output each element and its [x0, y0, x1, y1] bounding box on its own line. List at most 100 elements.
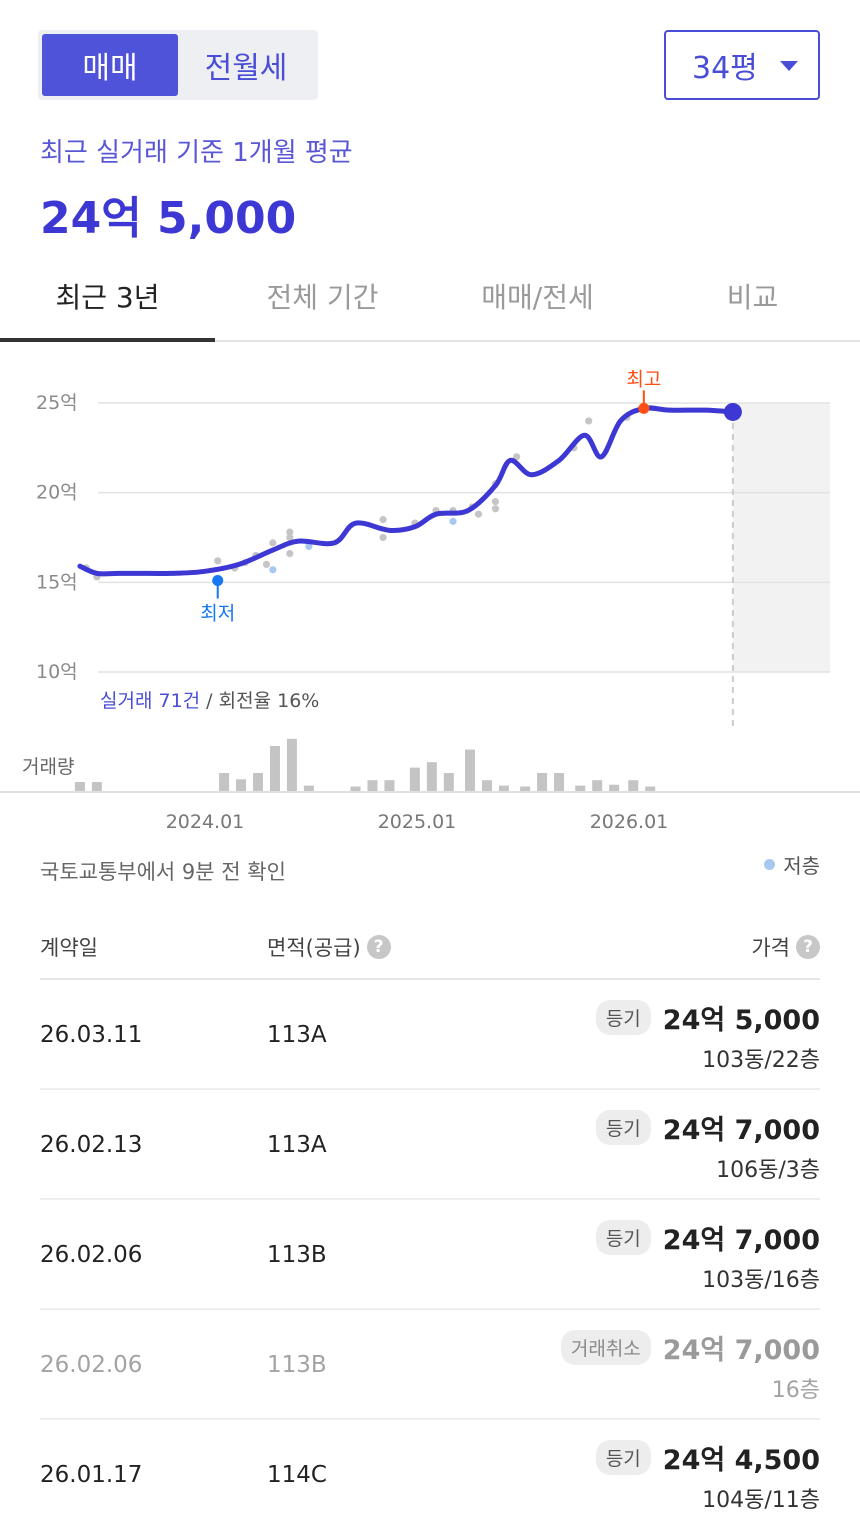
- y-tick-label: 10억: [36, 661, 78, 683]
- volume-bar: [253, 773, 263, 791]
- volume-bar: [481, 780, 492, 791]
- average-price-label: 최근 실거래 기준 1개월 평균: [40, 138, 353, 168]
- average-price-value: 24억 5,000: [40, 193, 297, 244]
- size-dropdown-value: 34평: [692, 51, 758, 86]
- table-row[interactable]: 26.03.11 113A 등기 24억 5,000 103동/22층: [40, 980, 820, 1090]
- trade-type-toggle: 매매 전월세: [38, 30, 318, 100]
- volume-bar: [443, 773, 454, 791]
- volume-bar: [465, 749, 475, 791]
- volume-bar: [498, 785, 509, 791]
- price-chart[interactable]: 25억 20억 15억 10억 최저 최고 2024.01 2025.01 2026.01: [0, 345, 860, 845]
- size-dropdown[interactable]: 34평: [664, 30, 820, 100]
- low-floor-dot-icon: [764, 859, 776, 870]
- volume-bar: [384, 780, 395, 791]
- volume-bar: [575, 785, 586, 791]
- row-price-line: 등기 24억 7,000: [595, 1218, 820, 1257]
- row-price: 24억 7,000: [662, 1335, 820, 1366]
- trade-sale-button[interactable]: 매매: [42, 34, 178, 96]
- deal-point-low-floor: [269, 566, 277, 574]
- row-price: 24억 7,000: [662, 1115, 820, 1146]
- y-tick-label: 25억: [36, 392, 78, 414]
- legend-low-floor-label: 저층: [783, 854, 820, 878]
- question-icon[interactable]: ?: [796, 935, 820, 959]
- price-trend-line: [77, 405, 736, 577]
- deal-point-low-floor: [305, 542, 313, 551]
- min-label: 최저: [200, 603, 235, 625]
- header-price-label: 가격: [751, 936, 790, 960]
- turnover-rate: / 회전율 16%: [200, 690, 320, 712]
- deal-point: [379, 515, 387, 524]
- row-price-line: 등기 24억 5,000: [595, 998, 820, 1037]
- deal-point-low-floor: [449, 517, 457, 525]
- deal-point: [214, 557, 222, 565]
- volume-bar: [592, 780, 603, 791]
- future-area: [732, 403, 830, 672]
- tab-recent-3-years[interactable]: 최근 3년: [0, 252, 215, 342]
- min-point: [212, 575, 224, 587]
- cancelled-badge: 거래취소: [560, 1330, 651, 1365]
- deal-point: [585, 417, 593, 425]
- header-contract-date: 계약일: [40, 932, 98, 962]
- row-floor: 16층: [771, 1378, 820, 1403]
- volume-bar: [628, 780, 639, 791]
- registration-badge: 등기: [595, 1220, 651, 1255]
- row-floor: 103동/16층: [702, 1268, 820, 1293]
- row-price-line: 거래취소 24억 7,000: [560, 1328, 820, 1367]
- y-tick-label: 15억: [36, 571, 78, 593]
- deal-point: [286, 550, 294, 558]
- current-point: [723, 402, 742, 421]
- row-price: 24억 4,500: [662, 1445, 820, 1476]
- row-area: 113B: [267, 1242, 327, 1268]
- row-date: 26.02.06: [40, 1242, 143, 1268]
- header-price: 가격?: [751, 932, 820, 962]
- x-tick-label: 2025.01: [378, 811, 457, 833]
- row-date: 26.02.13: [40, 1132, 143, 1158]
- row-date: 26.03.11: [40, 1022, 143, 1048]
- max-point: [638, 402, 650, 414]
- deal-point: [262, 560, 271, 568]
- deal-point: [491, 505, 500, 513]
- x-tick-label: 2024.01: [166, 811, 245, 833]
- row-price-line: 등기 24억 7,000: [595, 1108, 820, 1147]
- tab-sale-jeonse[interactable]: 매매/전세: [481, 281, 594, 314]
- transactions-table-header: 계약일 면적(공급)? 가격?: [40, 918, 820, 980]
- header-area-label: 면적(공급): [267, 936, 361, 960]
- caret-down-icon: [780, 61, 798, 71]
- tab-all-period[interactable]: 전체 기간: [266, 281, 379, 314]
- trade-rent-button[interactable]: 전월세: [204, 51, 288, 86]
- volume-bar: [537, 773, 548, 791]
- table-row[interactable]: 26.02.13 113A 등기 24억 7,000 106동/3층: [40, 1090, 820, 1200]
- deal-point: [491, 498, 500, 506]
- tab-compare[interactable]: 비교: [726, 281, 779, 314]
- registration-badge: 등기: [595, 1000, 651, 1035]
- row-date: 26.02.06: [40, 1352, 143, 1378]
- x-tick-label: 2026.01: [590, 811, 669, 833]
- data-source-text: 국토교통부에서 9분 전 확인: [40, 860, 286, 884]
- row-area: 114C: [267, 1462, 327, 1488]
- row-area: 113A: [267, 1132, 327, 1158]
- deal-point: [269, 539, 277, 547]
- deal-point: [286, 528, 294, 536]
- question-icon[interactable]: ?: [366, 935, 391, 959]
- row-area: 113A: [267, 1022, 327, 1048]
- header-area: 면적(공급)?: [267, 932, 391, 962]
- volume-label: 거래량: [22, 756, 75, 778]
- row-area: 113B: [267, 1352, 327, 1378]
- volume-bar: [219, 773, 230, 791]
- row-floor: 103동/22층: [702, 1048, 820, 1073]
- volume-bar: [236, 779, 247, 791]
- row-price: 24억 7,000: [662, 1225, 820, 1256]
- table-row[interactable]: 26.02.06 113B 거래취소 24억 7,000 16층: [40, 1310, 820, 1420]
- y-tick-label: 20억: [36, 482, 78, 504]
- table-row[interactable]: 26.02.06 113B 등기 24억 7,000 103동/16층: [40, 1200, 820, 1310]
- volume-bar: [74, 782, 85, 791]
- row-floor: 104동/11층: [702, 1488, 820, 1513]
- table-row[interactable]: 26.01.17 114C 등기 24억 4,500 104동/11층: [40, 1420, 820, 1530]
- registration-badge: 등기: [595, 1440, 651, 1475]
- volume-bar: [350, 786, 361, 791]
- row-price-line: 등기 24억 4,500: [595, 1438, 820, 1477]
- row-floor: 106동/3층: [716, 1158, 820, 1183]
- deal-point: [379, 533, 387, 542]
- legend-low-floor: 저층: [764, 850, 820, 879]
- volume-bar: [409, 767, 420, 791]
